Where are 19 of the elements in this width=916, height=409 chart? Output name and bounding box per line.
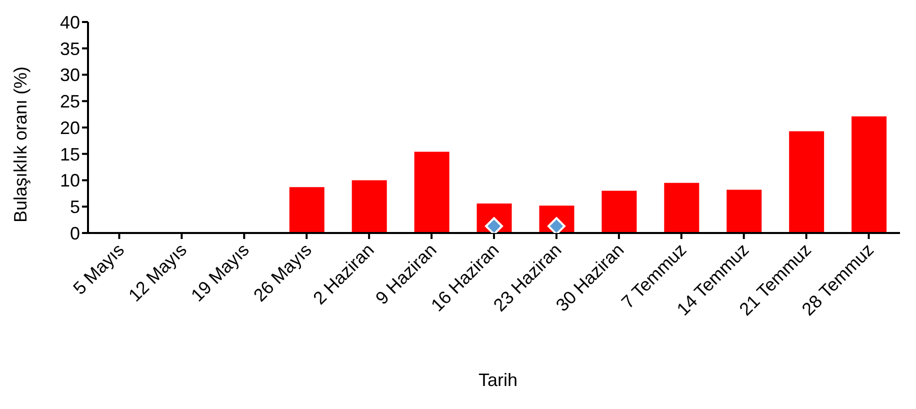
y-tick-label: 0 <box>70 223 80 244</box>
y-tick-label: 35 <box>60 38 80 59</box>
bar <box>352 180 387 233</box>
y-tick-label: 10 <box>60 170 80 191</box>
y-tick-label: 30 <box>60 65 80 86</box>
bar <box>726 190 762 233</box>
y-tick-label: 5 <box>70 197 80 218</box>
y-tick-label: 15 <box>60 144 80 164</box>
bar <box>852 116 887 233</box>
bar <box>602 190 637 233</box>
bar <box>664 182 700 233</box>
bar <box>414 152 450 233</box>
y-tick-label: 20 <box>60 118 80 138</box>
bar <box>289 187 324 233</box>
bar <box>789 131 824 233</box>
y-tick-label: 25 <box>60 92 80 112</box>
y-axis-title: Bulaşıklık oranı (%) <box>10 66 30 222</box>
y-tick-label: 40 <box>60 12 80 32</box>
x-axis-title: Tarih <box>477 370 518 391</box>
